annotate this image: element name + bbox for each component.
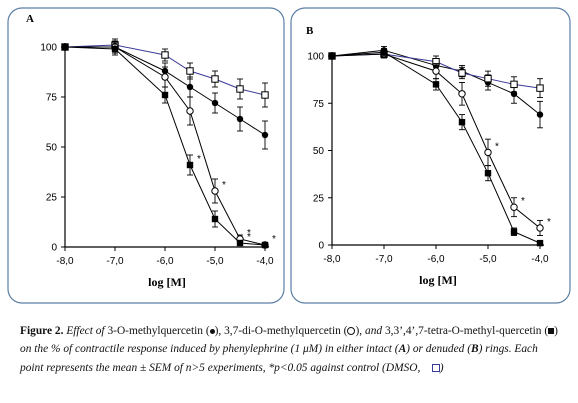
- panel-a-series-2-significance-star: *: [222, 180, 226, 191]
- panel-b-x-tick-label: -8,0: [323, 254, 341, 265]
- panel-b-series-1-point: [536, 84, 544, 92]
- panel-a-series-1-point: [186, 67, 194, 75]
- control-marker-icon: [431, 363, 440, 372]
- panel-a-series-3-point: [161, 91, 169, 99]
- panel-a-series-0-point: [186, 83, 194, 91]
- panel-a-x-tick-label: -4,0: [256, 256, 274, 267]
- chart-panel-b: B 0 25 50 75 100 -8,0 -7,0 -6,0 -5,0 -4,0 log [M] * *…: [306, 25, 551, 287]
- panel-b-x-tick-label: -7,0: [375, 254, 393, 265]
- panel-b-series-3-point: [328, 52, 336, 60]
- caption-text-2: on the % of contractile response induced…: [20, 343, 399, 356]
- panel-a-series-0-point: [261, 131, 269, 139]
- panel-a-y-tick-label: 50: [46, 143, 58, 154]
- panel-b-series-2-point: [536, 224, 544, 232]
- caption-text-4: ) rings. Each point represents the mean …: [20, 343, 538, 374]
- caption-compound-3: 3,3’,4’,7-tetra-O-methyl-quercetin (: [384, 325, 549, 337]
- panel-a-y-tick-label: 0: [51, 243, 57, 254]
- panel-b-x-tick-label: -5,0: [479, 254, 497, 265]
- panel-a-series-3-point: [61, 43, 69, 51]
- panel-a-letter: A: [26, 13, 34, 25]
- panel-a-x-tick-label: -7,0: [106, 256, 124, 267]
- caption-figure-number: Figure 2.: [20, 325, 64, 337]
- panel-b-series-0-point: [536, 111, 544, 118]
- panel-a-series-1-point: [211, 75, 219, 83]
- caption-compound-3-end: ): [554, 325, 558, 337]
- panel-a-series-3-significance-star: *: [247, 232, 251, 243]
- panel-b-series-2-point: [432, 67, 440, 75]
- panel-a-y-tick-label: 25: [46, 193, 58, 204]
- filled-circle-marker-icon: [209, 328, 215, 334]
- panel-a-series-1-point: [161, 51, 169, 59]
- panel-a-x-tick-label: -8,0: [56, 256, 74, 267]
- panel-b-series-2-point: [458, 90, 466, 98]
- panel-b-y-tick-label: 75: [313, 99, 325, 110]
- panel-a-series-3-point: [261, 241, 269, 249]
- panel-a-series-2-significance-star: *: [247, 228, 251, 239]
- panel-b-series-2-point: [510, 203, 518, 211]
- panel-b-series-3-point: [536, 239, 544, 247]
- panel-b-x-axis-label: log [M]: [419, 273, 457, 287]
- caption-text-3: ) or denuded (: [406, 343, 472, 356]
- panel-b-series-3-point: [432, 81, 440, 88]
- panel-b-series-2-significance-star: *: [495, 141, 499, 152]
- panel-a-series-0-point: [211, 99, 219, 107]
- panel-a-series-2-point: [211, 187, 219, 195]
- panel-a-series-2-significance-star: *: [272, 234, 276, 245]
- panel-a-series-2-point: [186, 107, 194, 115]
- panel-a-series-3-point: [236, 239, 244, 247]
- panel-b-y-tick-label: 0: [318, 241, 324, 252]
- panel-a-y-tick-label: 100: [40, 43, 57, 54]
- panel-b-y-tick-label: 50: [313, 146, 325, 157]
- panel-a-series-3-point: [211, 215, 219, 223]
- panel-a-series-3-point: [111, 45, 119, 53]
- panel-b-series-3-point: [380, 49, 388, 56]
- panel-a-y-tick-label: 75: [46, 93, 58, 104]
- panel-b-letter: B: [306, 25, 314, 37]
- panel-a-series-1-point: [236, 85, 244, 93]
- panel-b-y-tick-label: 25: [313, 193, 325, 204]
- panel-b-series-3-point: [484, 169, 492, 177]
- caption-text-1: Effect of: [66, 325, 105, 337]
- panel-b-series-1-point: [484, 74, 492, 83]
- panel-b-series-3-point: [510, 228, 518, 235]
- panel-a-series-3-significance-star: *: [197, 154, 201, 165]
- panel-a-series-3-point: [186, 161, 194, 169]
- caption-text-6: ): [439, 361, 444, 374]
- filled-square-marker-icon: [548, 328, 555, 335]
- panel-b-series-3-point: [458, 118, 466, 126]
- panel-b-series-2-point: [484, 148, 492, 157]
- panel-b-series-2-significance-star: *: [547, 217, 551, 228]
- panel-b-x-tick-label: -6,0: [427, 254, 445, 265]
- caption-text-5: *p<0.05 against control (DMSO,: [268, 361, 421, 374]
- panel-a-x-tick-label: -6,0: [156, 256, 174, 267]
- caption-compound-2: ), 3,7-di-O-methylquercetin (: [214, 325, 348, 337]
- panel-b-series-1-point: [458, 69, 466, 77]
- caption-compound-2-end: ),: [355, 325, 363, 337]
- figure-caption: Figure 2. Effect of 3-O-methylquercetin …: [20, 322, 560, 377]
- panel-a-x-axis-label: log [M]: [148, 275, 186, 289]
- panel-b-x-tick-label: -4,0: [531, 254, 549, 265]
- caption-and: and: [365, 325, 383, 337]
- panel-a-series-2-point: [161, 73, 169, 81]
- panel-a-series-0-point: [236, 115, 244, 123]
- caption-letter-a: A: [398, 343, 407, 356]
- caption-letter-b: B: [471, 343, 479, 356]
- panel-b-series-1-point: [510, 80, 518, 89]
- panel-b-y-tick-label: 100: [307, 52, 324, 63]
- caption-compound-1: 3-O-methylquercetin (: [107, 325, 210, 337]
- panel-b-series-2-significance-star: *: [521, 196, 525, 207]
- panel-a-x-tick-label: -5,0: [206, 256, 224, 267]
- panel-a-series-1-point: [261, 91, 269, 99]
